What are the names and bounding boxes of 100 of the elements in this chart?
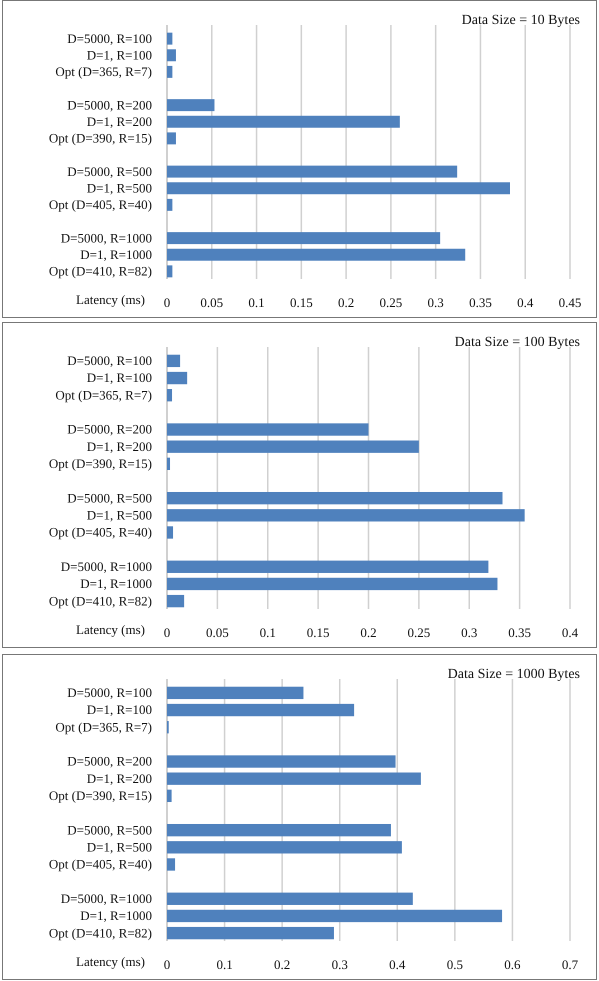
bar xyxy=(167,509,525,522)
y-tick-label: D=5000, R=1000 xyxy=(60,558,152,574)
bar xyxy=(167,790,172,802)
x-tick-label: 0.6 xyxy=(504,957,522,972)
x-tick-label: 0.15 xyxy=(290,295,313,310)
y-tick-label: Opt (D=390, R=15) xyxy=(48,130,152,146)
bar xyxy=(167,704,354,716)
bar xyxy=(167,354,180,368)
bar xyxy=(167,99,214,112)
bar xyxy=(167,560,488,573)
y-tick-label: D=1, R=1000 xyxy=(80,246,152,262)
x-tick-label: 0.05 xyxy=(200,295,224,310)
bar xyxy=(167,892,413,905)
y-tick-label: Opt (D=405, R=40) xyxy=(48,197,152,212)
bar xyxy=(167,423,368,436)
y-tick-label: Opt (D=365, R=7) xyxy=(55,719,152,734)
y-tick-label: D=1, R=1000 xyxy=(80,576,152,592)
y-tick-label: D=1, R=200 xyxy=(86,114,152,129)
y-tick-label: Opt (D=365, R=7) xyxy=(55,64,152,80)
bar xyxy=(167,755,396,768)
bar xyxy=(167,824,391,836)
y-tick-label: D=1, R=100 xyxy=(86,370,152,386)
x-tick-label: 0.15 xyxy=(306,625,330,640)
y-tick-label: D=5000, R=100 xyxy=(67,685,152,700)
bar xyxy=(167,458,170,470)
x-tick-label: 0 xyxy=(164,295,170,310)
bar xyxy=(167,49,176,62)
y-tick-label: Opt (D=410, R=82) xyxy=(48,925,152,940)
x-tick-label: 0.3 xyxy=(332,957,348,972)
bar xyxy=(167,492,502,504)
y-tick-label: D=5000, R=1000 xyxy=(60,890,152,906)
y-tick-label: D=5000, R=1000 xyxy=(60,230,152,246)
bar xyxy=(167,248,466,261)
bar xyxy=(167,926,334,940)
y-tick-label: D=5000, R=500 xyxy=(67,822,152,838)
y-tick-label: D=1, R=500 xyxy=(86,180,152,196)
y-tick-label: Opt (D=390, R=15) xyxy=(48,788,152,803)
bar xyxy=(167,66,172,78)
chart-title: Data Size = 1000 Bytes xyxy=(448,667,580,682)
x-tick-label: 0.1 xyxy=(216,957,233,972)
chart-title: Data Size = 100 Bytes xyxy=(454,335,580,350)
y-tick-label: D=5000, R=200 xyxy=(67,754,152,769)
bar xyxy=(167,389,172,402)
bar xyxy=(167,265,172,278)
x-axis-title: Latency (ms) xyxy=(76,292,145,308)
bar xyxy=(167,578,498,590)
x-tick-label: 0.45 xyxy=(558,295,582,310)
y-tick-label: D=5000, R=100 xyxy=(67,353,152,368)
bar xyxy=(167,910,502,922)
bar xyxy=(167,686,304,700)
x-tick-label: 0.5 xyxy=(446,957,463,972)
x-axis-title: Latency (ms) xyxy=(76,954,145,970)
x-axis-title: Latency (ms) xyxy=(76,622,145,638)
x-tick-label: 0.3 xyxy=(461,625,478,640)
y-tick-label: Opt (D=405, R=40) xyxy=(48,524,152,540)
x-tick-label: 0.1 xyxy=(260,625,276,640)
bar xyxy=(167,526,174,539)
bar xyxy=(167,772,421,785)
bar xyxy=(167,440,419,453)
x-tick-label: 0.2 xyxy=(274,957,290,972)
y-tick-label: D=5000, R=100 xyxy=(67,30,152,46)
y-tick-label: Opt (D=365, R=7) xyxy=(55,387,152,402)
y-tick-label: D=1, R=500 xyxy=(86,839,152,854)
bar xyxy=(167,594,184,608)
bar xyxy=(167,116,400,128)
bar xyxy=(167,166,458,178)
y-tick-label: Opt (D=405, R=40) xyxy=(48,856,152,872)
y-tick-label: Opt (D=410, R=82) xyxy=(48,264,152,279)
x-tick-label: 0.25 xyxy=(380,295,402,310)
x-tick-label: 0.35 xyxy=(469,295,492,310)
x-tick-label: 0.4 xyxy=(562,625,579,640)
y-tick-label: D=5000, R=200 xyxy=(67,97,152,112)
x-tick-label: 0.1 xyxy=(248,295,265,310)
bar xyxy=(167,198,172,211)
y-tick-label: D=1, R=200 xyxy=(86,770,152,786)
bar xyxy=(167,372,188,384)
bar xyxy=(167,232,440,244)
y-tick-label: Opt (D=410, R=82) xyxy=(48,593,152,608)
y-tick-label: D=1, R=100 xyxy=(86,702,152,718)
y-tick-label: D=5000, R=200 xyxy=(67,422,152,437)
x-tick-label: 0.05 xyxy=(206,625,229,640)
bar xyxy=(167,858,176,871)
bar xyxy=(167,32,172,45)
bar xyxy=(167,841,402,854)
bar xyxy=(167,182,510,194)
y-tick-label: D=1, R=100 xyxy=(86,47,152,62)
x-tick-label: 0.35 xyxy=(508,625,531,640)
x-tick-label: 0 xyxy=(164,625,170,640)
x-tick-label: 0 xyxy=(164,957,170,972)
y-tick-label: D=1, R=500 xyxy=(86,507,152,522)
chart-title: Data Size = 10 Bytes xyxy=(462,13,580,28)
y-tick-label: D=1, R=200 xyxy=(86,438,152,454)
x-tick-label: 0.2 xyxy=(338,295,354,310)
x-tick-label: 0.25 xyxy=(408,625,430,640)
bar xyxy=(167,132,176,144)
y-tick-label: D=1, R=1000 xyxy=(80,908,152,924)
y-tick-label: D=5000, R=500 xyxy=(67,490,152,506)
x-tick-label: 0.3 xyxy=(428,295,444,310)
x-tick-label: 0.4 xyxy=(517,295,534,310)
x-tick-label: 0.2 xyxy=(360,625,377,640)
